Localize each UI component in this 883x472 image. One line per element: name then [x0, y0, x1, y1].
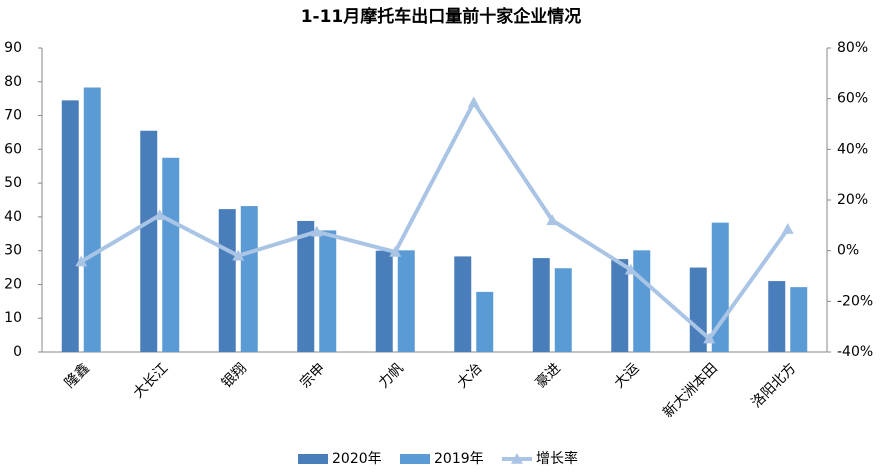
- y2-tick-label: 80%: [837, 40, 868, 56]
- y-tick-label: 70: [4, 108, 22, 124]
- x-tick-label: 大冶: [454, 360, 485, 391]
- bar: [790, 287, 808, 352]
- line-marker: [232, 249, 245, 261]
- legend-item: 2020年: [298, 451, 382, 467]
- bar: [140, 130, 158, 352]
- y2-tick-label: -40%: [837, 344, 873, 360]
- bar: [375, 250, 393, 352]
- y-tick-label: 0: [13, 344, 22, 360]
- y-tick-label: 60: [4, 141, 22, 157]
- x-tick-label: 豪进: [533, 360, 564, 391]
- line-marker: [310, 225, 323, 237]
- line: [80, 100, 790, 341]
- y-tick-label: 50: [4, 175, 22, 191]
- legend-item: 增长率: [502, 450, 578, 467]
- bar: [768, 281, 786, 352]
- line-marker: [467, 96, 480, 108]
- line-marker: [546, 214, 559, 226]
- y-tick-label: 90: [4, 40, 22, 56]
- y-tick-label: 80: [4, 74, 22, 90]
- x-tick-label: 宗申: [297, 360, 328, 391]
- legend-swatch: [400, 454, 430, 464]
- line-marker: [389, 245, 402, 257]
- y-tick-label: 40: [4, 209, 22, 225]
- legend-swatch: [511, 453, 523, 464]
- x-tick-label: 大长江: [130, 360, 171, 401]
- y-tick-label: 10: [4, 310, 22, 326]
- x-tick-label: 大运: [611, 360, 642, 391]
- legend-label: 2019年: [434, 451, 484, 467]
- legend-label: 2020年: [332, 451, 382, 467]
- y2-tick-label: 40%: [837, 141, 868, 157]
- line-marker: [75, 255, 88, 267]
- bar: [454, 256, 472, 352]
- y2-tick-label: 20%: [837, 192, 868, 208]
- chart-title: 1-11月摩托车出口量前十家企业情况: [301, 6, 582, 27]
- line-marker: [153, 209, 166, 220]
- bar: [689, 267, 707, 352]
- bar: [240, 206, 258, 352]
- bar: [476, 291, 494, 352]
- bar: [554, 268, 572, 352]
- legend-item: 2019年: [400, 451, 484, 467]
- y-tick-label: 20: [4, 276, 22, 292]
- x-tick-label: 力帆: [376, 360, 407, 391]
- bar: [397, 250, 415, 352]
- bar: [162, 157, 180, 352]
- x-tick-label: 隆鑫: [61, 360, 93, 392]
- x-tick-label: 银翔: [219, 360, 250, 391]
- y2-tick-label: 60%: [837, 91, 868, 107]
- line-marker: [703, 332, 716, 344]
- y2-tick-label: 0%: [837, 243, 859, 259]
- y-tick-label: 30: [4, 243, 22, 259]
- line-marker: [781, 223, 794, 234]
- bar: [319, 230, 337, 352]
- legend-swatch: [298, 454, 328, 464]
- line-marker: [624, 263, 637, 275]
- bar: [83, 87, 101, 353]
- legend-label: 增长率: [536, 450, 578, 467]
- bar: [532, 258, 550, 352]
- bar: [218, 209, 236, 352]
- x-tick-label: 新大洲本田: [660, 360, 721, 421]
- x-tick-label: 洛阳北方: [748, 360, 799, 411]
- bar: [61, 100, 79, 352]
- bar: [633, 250, 651, 352]
- bar: [611, 259, 629, 352]
- bar: [297, 220, 315, 352]
- y2-tick-label: -20%: [837, 293, 873, 309]
